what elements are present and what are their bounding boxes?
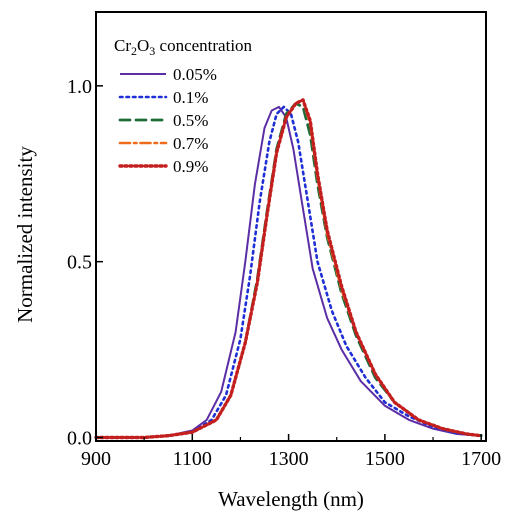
legend-label-2: 0.5% [173, 111, 208, 130]
x-tick-label: 900 [81, 448, 111, 470]
x-axis-label: Wavelength (nm) [218, 487, 364, 511]
y-tick-label: 0.0 [67, 427, 92, 449]
series-line-4 [94, 98, 483, 440]
x-tick-label: 1700 [461, 448, 501, 470]
series-line-2 [94, 102, 483, 439]
series-line-1 [94, 105, 483, 439]
legend-label-0: 0.05% [173, 65, 217, 84]
x-tick-label: 1500 [365, 448, 405, 470]
series-lines [94, 98, 483, 440]
plot-frame [95, 11, 487, 442]
axis-ticks [95, 85, 482, 441]
x-tick-label: 1100 [173, 448, 212, 470]
y-axis-label: Normalized intensity [13, 146, 37, 323]
series-line-0 [96, 105, 482, 439]
legend-label-3: 0.7% [173, 134, 208, 153]
legend-label-1: 0.1% [173, 88, 208, 107]
legend: Cr2O3 concentration 0.05% 0.1% 0.5% 0.7% 0.9% [114, 36, 253, 176]
legend-label-4: 0.9% [173, 157, 208, 176]
series-line-3 [94, 98, 483, 439]
legend-title: Cr2O3 concentration [114, 36, 253, 58]
y-tick-label: 0.5 [67, 252, 92, 274]
x-tick-label: 1300 [269, 448, 309, 470]
y-tick-label: 1.0 [67, 76, 92, 98]
tick-labels: 900 1100 1300 1500 1700 0.0 0.5 1.0 [67, 76, 501, 470]
